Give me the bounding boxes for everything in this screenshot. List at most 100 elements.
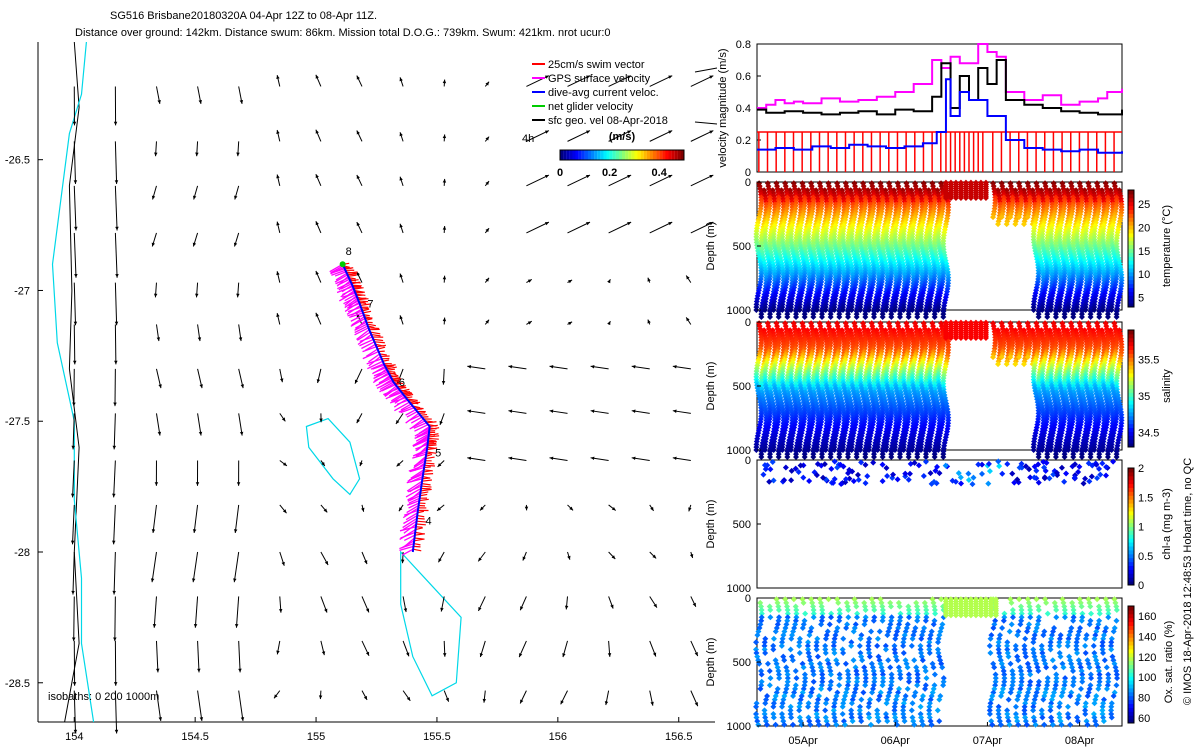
vector-head <box>524 506 529 511</box>
gps-velocity-vector <box>370 363 385 370</box>
velocity-series-divavg <box>757 78 1123 154</box>
vector-head <box>197 668 201 673</box>
map-colorbar-cell <box>631 150 635 160</box>
coastline <box>64 41 80 723</box>
vector-arrow <box>356 271 363 283</box>
vector-shaft <box>649 75 673 87</box>
vector-head <box>195 293 199 298</box>
gps-velocity-vector <box>390 393 404 402</box>
vector-head <box>694 652 698 657</box>
swim-vector <box>406 398 418 402</box>
vector-arrow <box>112 504 116 545</box>
vector-shaft <box>114 596 116 642</box>
vector-shaft <box>73 324 76 365</box>
swim-vector <box>407 399 419 403</box>
vector-arrow <box>71 413 75 450</box>
vector-arrow <box>72 640 77 686</box>
temperature-point <box>775 314 782 320</box>
vector-arrow <box>467 456 486 461</box>
vector-head <box>627 222 632 226</box>
track-day-label: 8 <box>346 246 352 258</box>
vector-head <box>318 695 323 700</box>
vector-arrow <box>356 130 363 142</box>
gps-velocity-vector <box>354 327 369 336</box>
vector-arrow <box>155 324 161 342</box>
legend-label-swim: 25cm/s swim vector <box>548 59 645 71</box>
temperature-colorbar-cell <box>1128 201 1134 207</box>
swim-vector <box>419 493 428 497</box>
vector-shaft <box>114 324 117 365</box>
gps-velocity-vector <box>412 439 429 447</box>
swim-vector <box>397 384 406 388</box>
temperature-colorbar-tick: 10 <box>1138 269 1150 281</box>
vector-arrow <box>361 690 368 701</box>
gps-velocity-vector <box>330 268 345 274</box>
map-colorbar-cell <box>618 150 623 160</box>
vector-shaft <box>690 75 714 87</box>
temperature-colorbar-cell <box>1128 295 1134 300</box>
gps-velocity-vector <box>399 542 415 550</box>
vector-shaft <box>649 130 673 142</box>
vector-head <box>607 321 611 326</box>
temperature-point <box>758 314 765 320</box>
map-colorbar-cell <box>600 150 604 160</box>
temperature-colorbar-cell <box>1128 240 1134 246</box>
gps-velocity-vector <box>394 401 410 412</box>
temperature-colorbar-cell <box>1128 283 1134 288</box>
gps-velocity-vector <box>403 515 418 525</box>
swim-vector <box>389 372 396 375</box>
vector-arrow <box>399 176 404 187</box>
velocity-ytick-label: 0.8 <box>736 39 751 51</box>
velocity-ytick-label: 0.6 <box>736 71 751 83</box>
temperature-colorbar-cell <box>1128 190 1134 195</box>
map-ytick-label: -28.5 <box>5 678 30 690</box>
gps-velocity-vector <box>408 502 420 509</box>
swim-vector <box>379 353 387 356</box>
vector-arrow <box>70 504 75 545</box>
vector-head <box>114 180 119 184</box>
gps-velocity-vector <box>407 492 421 501</box>
swim-vector <box>416 520 428 523</box>
vector-arrow <box>442 225 447 233</box>
vector-head <box>281 417 286 422</box>
vector-arrow <box>315 74 322 87</box>
swim-vector <box>365 318 373 321</box>
gps-velocity-vector <box>359 338 374 347</box>
vector-head <box>315 221 319 226</box>
swim-vector <box>350 279 359 282</box>
vector-head <box>688 507 692 512</box>
swim-vector <box>358 300 369 303</box>
vector-head <box>112 445 117 450</box>
temperature-colorbar-cell <box>1128 225 1134 230</box>
gps-velocity-vector <box>406 478 423 484</box>
vector-arrow <box>73 690 78 734</box>
gps-velocity-vector <box>396 399 409 405</box>
vector-arrow <box>195 282 199 298</box>
legend-label-divavg: dive-avg current veloc. <box>548 87 659 99</box>
vector-head <box>564 605 569 610</box>
vector-arrow <box>436 504 445 512</box>
temperature-ytick-label: 0 <box>745 177 751 189</box>
gps-velocity-vector <box>405 412 420 424</box>
vector-head <box>467 456 472 461</box>
vector-head <box>192 195 197 200</box>
vector-head <box>323 508 328 513</box>
vector-head <box>569 506 574 511</box>
vector-head <box>631 456 636 461</box>
vector-arrow <box>395 413 404 425</box>
gps-velocity-vector <box>361 341 375 350</box>
vector-head <box>359 462 363 467</box>
gps-velocity-vector <box>399 526 417 532</box>
vector-head <box>195 482 200 486</box>
vector-head <box>399 315 403 320</box>
swim-vector <box>425 456 435 460</box>
vector-arrow <box>690 596 697 607</box>
vector-arrow <box>320 504 328 513</box>
legend-label-sfc: sfc geo. vel 08-Apr-2018 <box>548 115 668 127</box>
vector-head <box>363 695 368 700</box>
swim-vector <box>421 485 432 488</box>
vector-head <box>647 277 651 282</box>
vector-head <box>568 279 573 284</box>
gps-velocity-vector <box>413 422 427 429</box>
gps-velocity-vector <box>368 353 380 363</box>
